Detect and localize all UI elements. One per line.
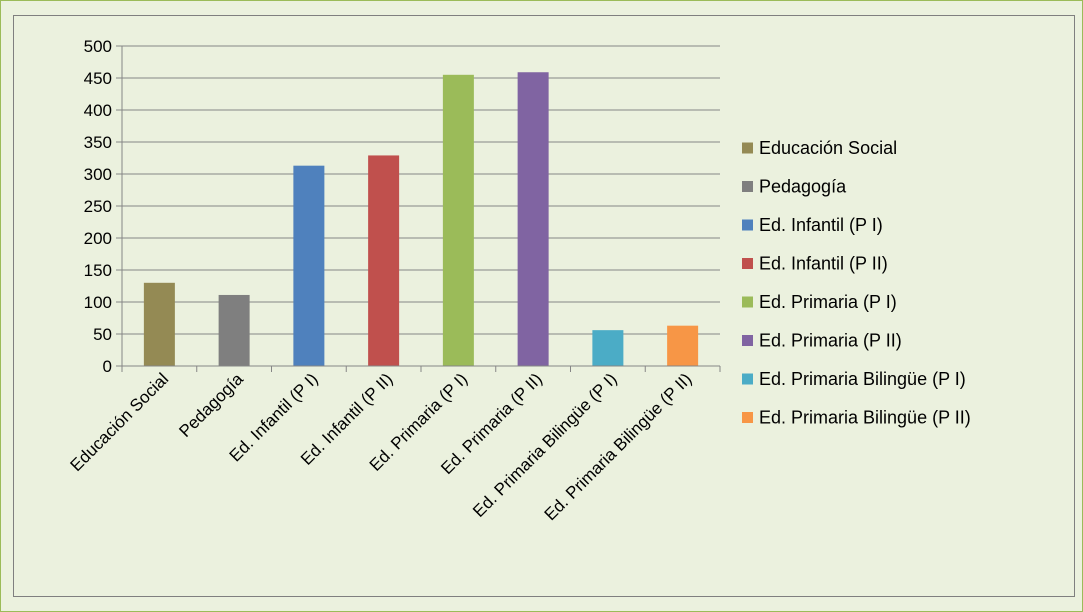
y-tick-label: 0 [103, 357, 112, 376]
bar [442, 74, 474, 367]
y-tick-label: 250 [84, 197, 112, 216]
legend-swatch [742, 142, 753, 154]
bar [368, 155, 400, 366]
legend-swatch [742, 181, 753, 192]
legend-label: Ed. Primaria Bilingüe (P II) [759, 408, 971, 428]
legend-label: Pedagogía [759, 177, 847, 197]
bar [517, 72, 549, 367]
legend-swatch [742, 373, 753, 385]
legend-swatch [742, 258, 753, 269]
y-tick-label: 350 [84, 133, 112, 152]
legend-swatch [742, 219, 753, 231]
legend-label: Educación Social [759, 138, 897, 158]
legend-swatch [742, 296, 753, 308]
legend-label: Ed. Infantil (P II) [759, 254, 888, 274]
bar-chart: 0 50 100 150 200 250 300 350 400 450 500 Educación… [67, 37, 971, 524]
chart-panel: 0 50 100 150 200 250 300 350 400 450 500 Educación… [13, 15, 1075, 597]
x-tick-label: Ed. Primaria Bilingüe (P II) [541, 369, 696, 524]
x-tick-label: Ed. Primaria Bilingüe (P I) [469, 369, 621, 521]
y-tick-label: 200 [84, 229, 112, 248]
y-tick-label: 500 [84, 37, 112, 56]
x-tick-label: Educación Social [67, 369, 173, 475]
y-tick-label: 450 [84, 69, 112, 88]
bar [293, 165, 325, 366]
y-tick-label: 50 [93, 325, 112, 344]
y-tick-label: 300 [84, 165, 112, 184]
y-tick-label: 400 [84, 101, 112, 120]
legend-label: Ed. Infantil (P I) [759, 215, 883, 235]
y-tick-label: 150 [84, 261, 112, 280]
legend-label: Ed. Primaria (P II) [759, 331, 902, 351]
bar [218, 294, 250, 366]
legend-swatch [742, 412, 753, 423]
y-axis: 0 50 100 150 200 250 300 350 400 450 500 [84, 37, 123, 376]
gridlines [122, 45, 720, 367]
x-tick-label: Pedagogía [175, 369, 247, 441]
bar [143, 282, 175, 366]
legend-label: Ed. Primaria Bilingüe (P I) [759, 369, 966, 389]
bars [143, 72, 699, 367]
y-tick-label: 100 [84, 293, 112, 312]
bar [592, 330, 624, 366]
bar [667, 325, 699, 366]
legend-label: Ed. Primaria (P I) [759, 292, 897, 312]
legend-swatch [742, 335, 753, 346]
legend: Educación Social Pedagogía Ed. Infantil (P… [742, 138, 971, 428]
